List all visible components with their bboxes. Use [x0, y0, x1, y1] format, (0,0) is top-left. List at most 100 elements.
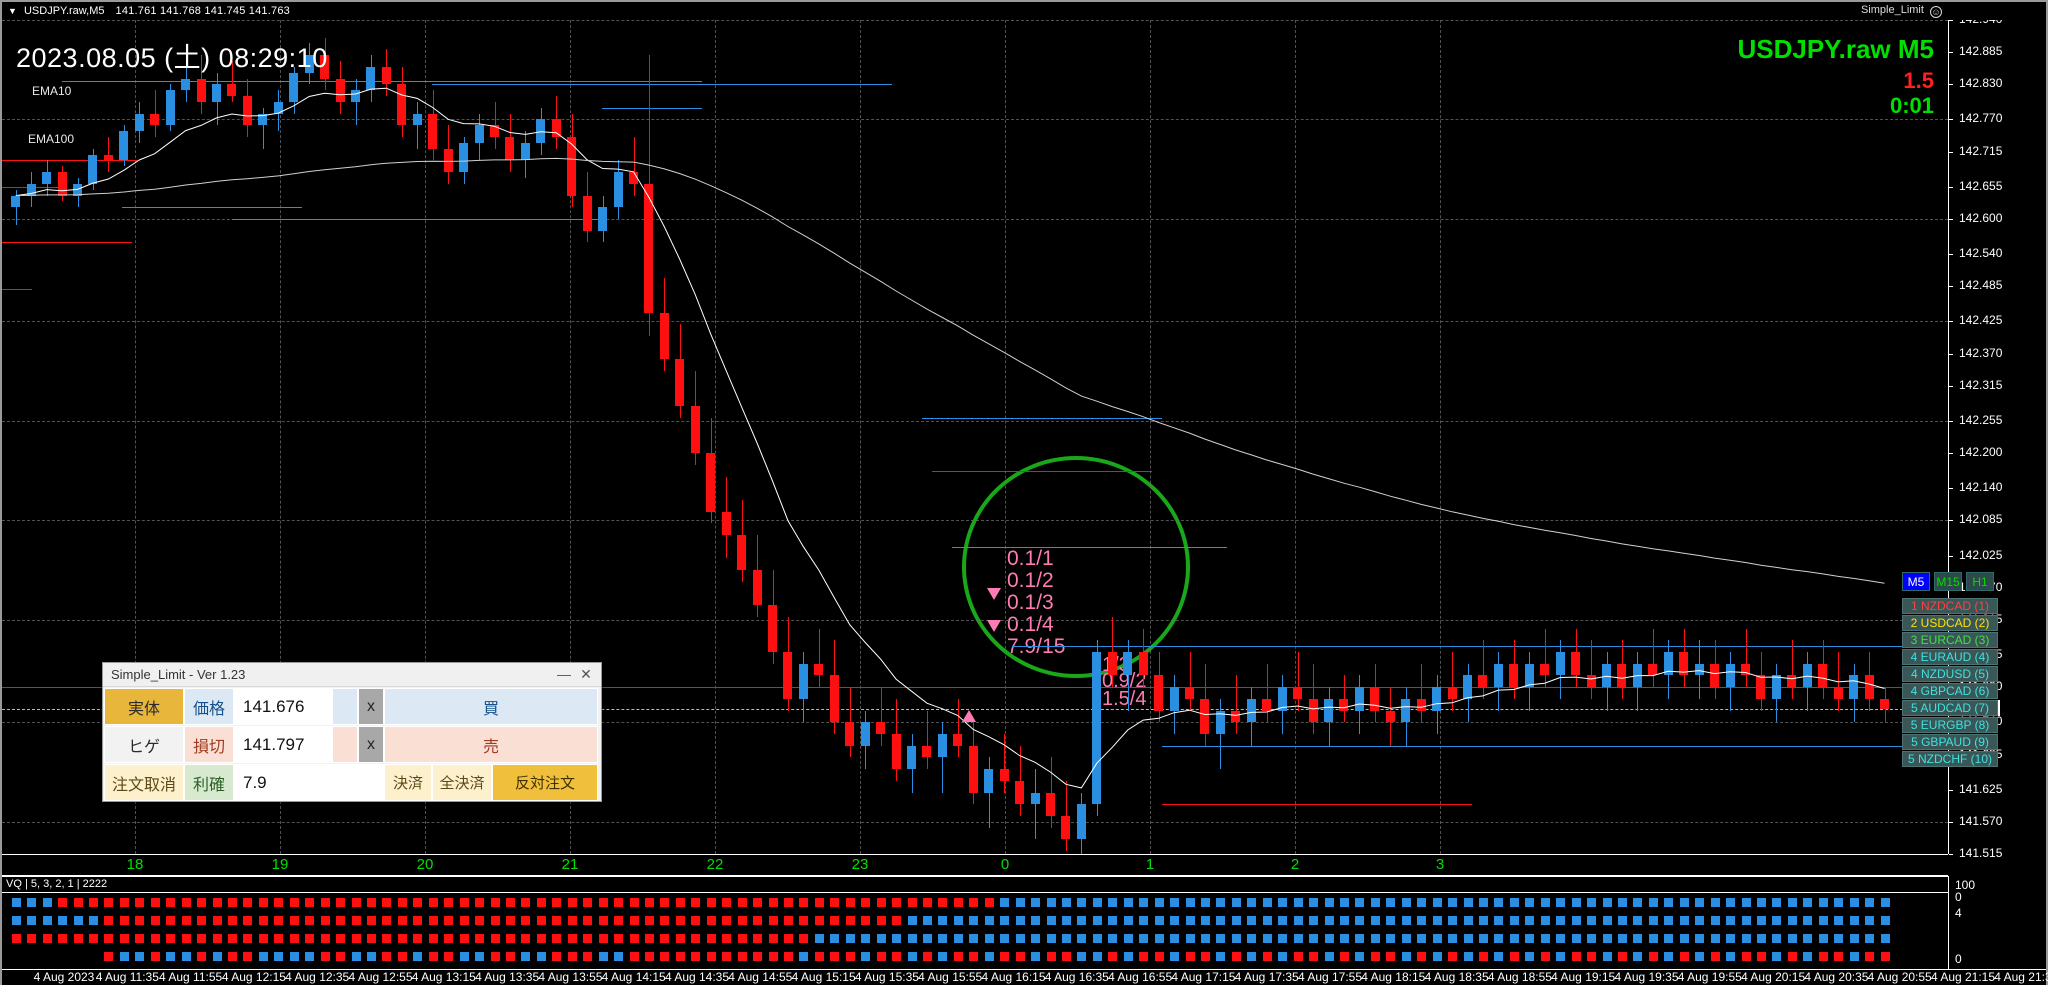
- vq-dot: [938, 952, 948, 961]
- vq-dot: [861, 916, 871, 925]
- vq-dot: [428, 952, 438, 961]
- dialog-title-bar[interactable]: Simple_Limit - Ver 1.23 — ✕: [103, 663, 601, 687]
- vq-dot: [1092, 916, 1102, 925]
- close-all-button[interactable]: 全決済: [432, 764, 492, 801]
- timeframe-button-h1[interactable]: H1: [1966, 572, 1994, 591]
- symbol-button-10[interactable]: 5 NZDCHF (10): [1902, 751, 1998, 767]
- grid-line-vertical: [1440, 20, 1441, 854]
- hour-label: 19: [271, 856, 289, 873]
- hour-marker-row: 18 19 20 21 22 23 0 1 2 3: [2, 854, 1948, 876]
- vq-dot: [1571, 952, 1581, 961]
- vq-dot: [1865, 934, 1875, 943]
- symbol-button-7[interactable]: 5 AUDCAD (7): [1902, 700, 1998, 716]
- vq-dot: [783, 934, 793, 943]
- cancel-order-button[interactable]: 注文取消: [104, 764, 184, 801]
- vq-dot: [876, 934, 886, 943]
- vq-dot: [1046, 898, 1056, 907]
- vq-dot: [706, 952, 716, 961]
- simple-limit-dialog[interactable]: Simple_Limit - Ver 1.23 — ✕ 実体 価格 141.67…: [102, 662, 602, 802]
- vq-dot: [644, 952, 654, 961]
- vq-dot: [1648, 916, 1658, 925]
- price-input[interactable]: 141.676: [234, 688, 332, 725]
- vq-dot: [413, 952, 423, 961]
- vq-dot: [320, 934, 330, 943]
- vq-dot: [1710, 934, 1720, 943]
- vq-dot: [258, 916, 268, 925]
- symbol-button-9[interactable]: 5 GBPAUD (9): [1902, 734, 1998, 750]
- timeframe-button-m5[interactable]: M5: [1902, 572, 1930, 591]
- price-level-line: [232, 218, 602, 220]
- vq-dot: [1108, 934, 1118, 943]
- vq-dot: [675, 952, 685, 961]
- candle-wick: [1298, 652, 1299, 711]
- symbol-button-5[interactable]: 4 NZDUSD (5): [1902, 666, 1998, 682]
- symbol-button-2[interactable]: 2 USDCAD (2): [1902, 615, 1998, 631]
- vq-dot: [104, 916, 114, 925]
- candle-body: [242, 96, 252, 126]
- reverse-order-button[interactable]: 反対注文: [492, 764, 598, 801]
- vq-dot: [1000, 898, 1010, 907]
- timeframe-button-m15[interactable]: M15: [1934, 572, 1962, 591]
- candle-wick: [1838, 652, 1839, 711]
- vq-dot: [475, 916, 485, 925]
- symbol-button-6[interactable]: 4 GBPCAD (6): [1902, 683, 1998, 699]
- vq-dot: [305, 898, 315, 907]
- vq-dot: [181, 898, 191, 907]
- vq-dot: [1525, 898, 1535, 907]
- time-scale[interactable]: 4 Aug 2023 4 Aug 11:35 4 Aug 11:55 4 Aug 12…: [2, 969, 2048, 985]
- vq-dot: [1432, 952, 1442, 961]
- wick-mode-button[interactable]: ヒゲ: [104, 726, 184, 763]
- candle-body: [891, 734, 901, 770]
- vq-dot: [1154, 916, 1164, 925]
- vq-dot: [1478, 934, 1488, 943]
- chart-menu-caret-icon[interactable]: ▼: [8, 6, 17, 16]
- vq-dot: [1494, 952, 1504, 961]
- symbol-button-8[interactable]: 5 EURGBP (8): [1902, 717, 1998, 733]
- tp-input[interactable]: 7.9: [234, 764, 384, 801]
- vq-dot: [1401, 898, 1411, 907]
- vq-dot: [768, 952, 778, 961]
- candle-body: [258, 113, 268, 126]
- vq-dot: [1710, 952, 1720, 961]
- vq-dot: [397, 934, 407, 943]
- annotation-line-4: 0.1/4: [1007, 613, 1054, 636]
- vq-dot: [984, 934, 994, 943]
- vq-dot: [1278, 934, 1288, 943]
- vq-dot: [536, 898, 546, 907]
- sell-button[interactable]: 売: [384, 726, 598, 763]
- symbol-button-4[interactable]: 4 EURAUD (4): [1902, 649, 1998, 665]
- grid-line-vertical: [1005, 20, 1006, 854]
- vq-dot: [1556, 916, 1566, 925]
- vq-dot: [1834, 916, 1844, 925]
- buy-button[interactable]: 買: [384, 688, 598, 725]
- vq-dot: [1803, 952, 1813, 961]
- vq-dot: [536, 916, 546, 925]
- vq-dot: [1448, 952, 1458, 961]
- body-mode-button[interactable]: 実体: [104, 688, 184, 725]
- candle-body: [397, 84, 407, 126]
- vq-dot: [305, 934, 315, 943]
- vq-dot: [1185, 898, 1195, 907]
- sl-clear-button[interactable]: x: [358, 726, 384, 763]
- minimize-button[interactable]: —: [557, 666, 571, 682]
- close-button[interactable]: ✕: [580, 666, 592, 682]
- candle-wick: [1545, 628, 1546, 688]
- symbol-button-3[interactable]: 3 EURCAD (3): [1902, 632, 1998, 648]
- candle-body: [798, 663, 808, 699]
- time-label: 4 Aug 11:55: [159, 970, 223, 984]
- close-position-button[interactable]: 決済: [384, 764, 432, 801]
- price-clear-button[interactable]: x: [358, 688, 384, 725]
- vq-dot: [583, 952, 593, 961]
- candle-body: [582, 195, 592, 231]
- vq-dot: [88, 916, 98, 925]
- vq-dot: [691, 934, 701, 943]
- vq-dot: [1633, 916, 1643, 925]
- timeframe-button-row[interactable]: M5 M15 H1: [1902, 572, 1994, 591]
- time-label: 4 Aug 18:55: [1487, 970, 1552, 984]
- symbol-button-1[interactable]: 1 NZDCAD (1): [1902, 598, 1998, 614]
- sl-input[interactable]: 141.797: [234, 726, 332, 763]
- candle-wick: [232, 60, 233, 102]
- vq-dot: [1170, 916, 1180, 925]
- candle-body: [1308, 698, 1318, 723]
